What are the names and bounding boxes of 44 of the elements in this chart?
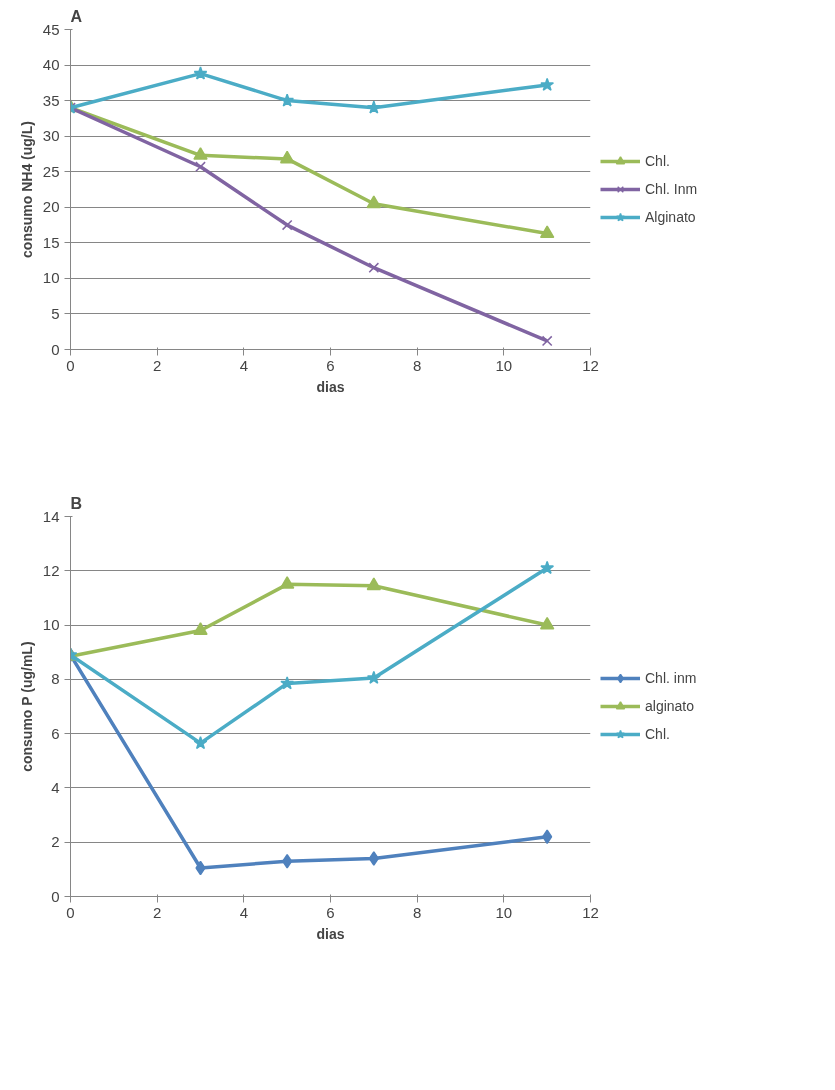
chart-title: B (70, 494, 83, 512)
legend-label: Chl. (645, 726, 670, 742)
x-tick-label: 4 (239, 903, 249, 921)
y-tick-label: 2 (51, 833, 60, 851)
y-tick-label: 5 (51, 304, 60, 322)
x-tick-label: 4 (239, 356, 249, 374)
legend-label: Alginato (645, 209, 696, 225)
x-axis-title: dias (316, 925, 345, 942)
y-tick-label: 8 (51, 670, 60, 688)
legend-label: Chl. Inm (645, 181, 698, 197)
x-tick-label: 0 (66, 356, 75, 374)
y-axis-title: consumo NH4 (ug/L) (18, 121, 35, 258)
y-tick-label: 15 (42, 233, 60, 251)
y-tick-label: 0 (51, 340, 60, 358)
legend-label: alginato (645, 698, 695, 714)
x-tick-label: 12 (582, 356, 599, 374)
x-tick-label: 6 (326, 903, 335, 921)
y-tick-label: 14 (42, 507, 60, 525)
x-tick-label: 10 (495, 903, 513, 921)
legend-label: Chl. (645, 153, 670, 169)
x-tick-label: 12 (582, 903, 599, 921)
x-tick-label: 8 (413, 903, 422, 921)
x-tick-label: 6 (326, 356, 335, 374)
y-tick-label: 35 (42, 91, 60, 109)
y-tick-label: 10 (42, 616, 60, 634)
y-tick-label: 6 (51, 724, 60, 742)
chart-title: A (70, 7, 83, 25)
x-tick-label: 10 (495, 356, 513, 374)
x-axis-title: dias (316, 378, 345, 395)
y-tick-label: 10 (42, 269, 60, 287)
x-tick-label: 2 (153, 903, 162, 921)
y-tick-label: 45 (42, 20, 60, 38)
y-tick-label: 12 (42, 561, 60, 579)
y-tick-label: 40 (42, 56, 60, 74)
y-tick-label: 4 (51, 778, 60, 796)
x-tick-label: 8 (413, 356, 422, 374)
y-tick-label: 0 (51, 887, 60, 905)
x-tick-label: 2 (153, 356, 162, 374)
y-axis-title: consumo P (ug/mL) (18, 641, 35, 772)
y-tick-label: 20 (42, 198, 60, 216)
y-tick-label: 30 (42, 127, 60, 145)
y-tick-label: 25 (42, 162, 60, 180)
legend-label: Chl. inm (645, 670, 697, 686)
x-tick-label: 0 (66, 903, 75, 921)
